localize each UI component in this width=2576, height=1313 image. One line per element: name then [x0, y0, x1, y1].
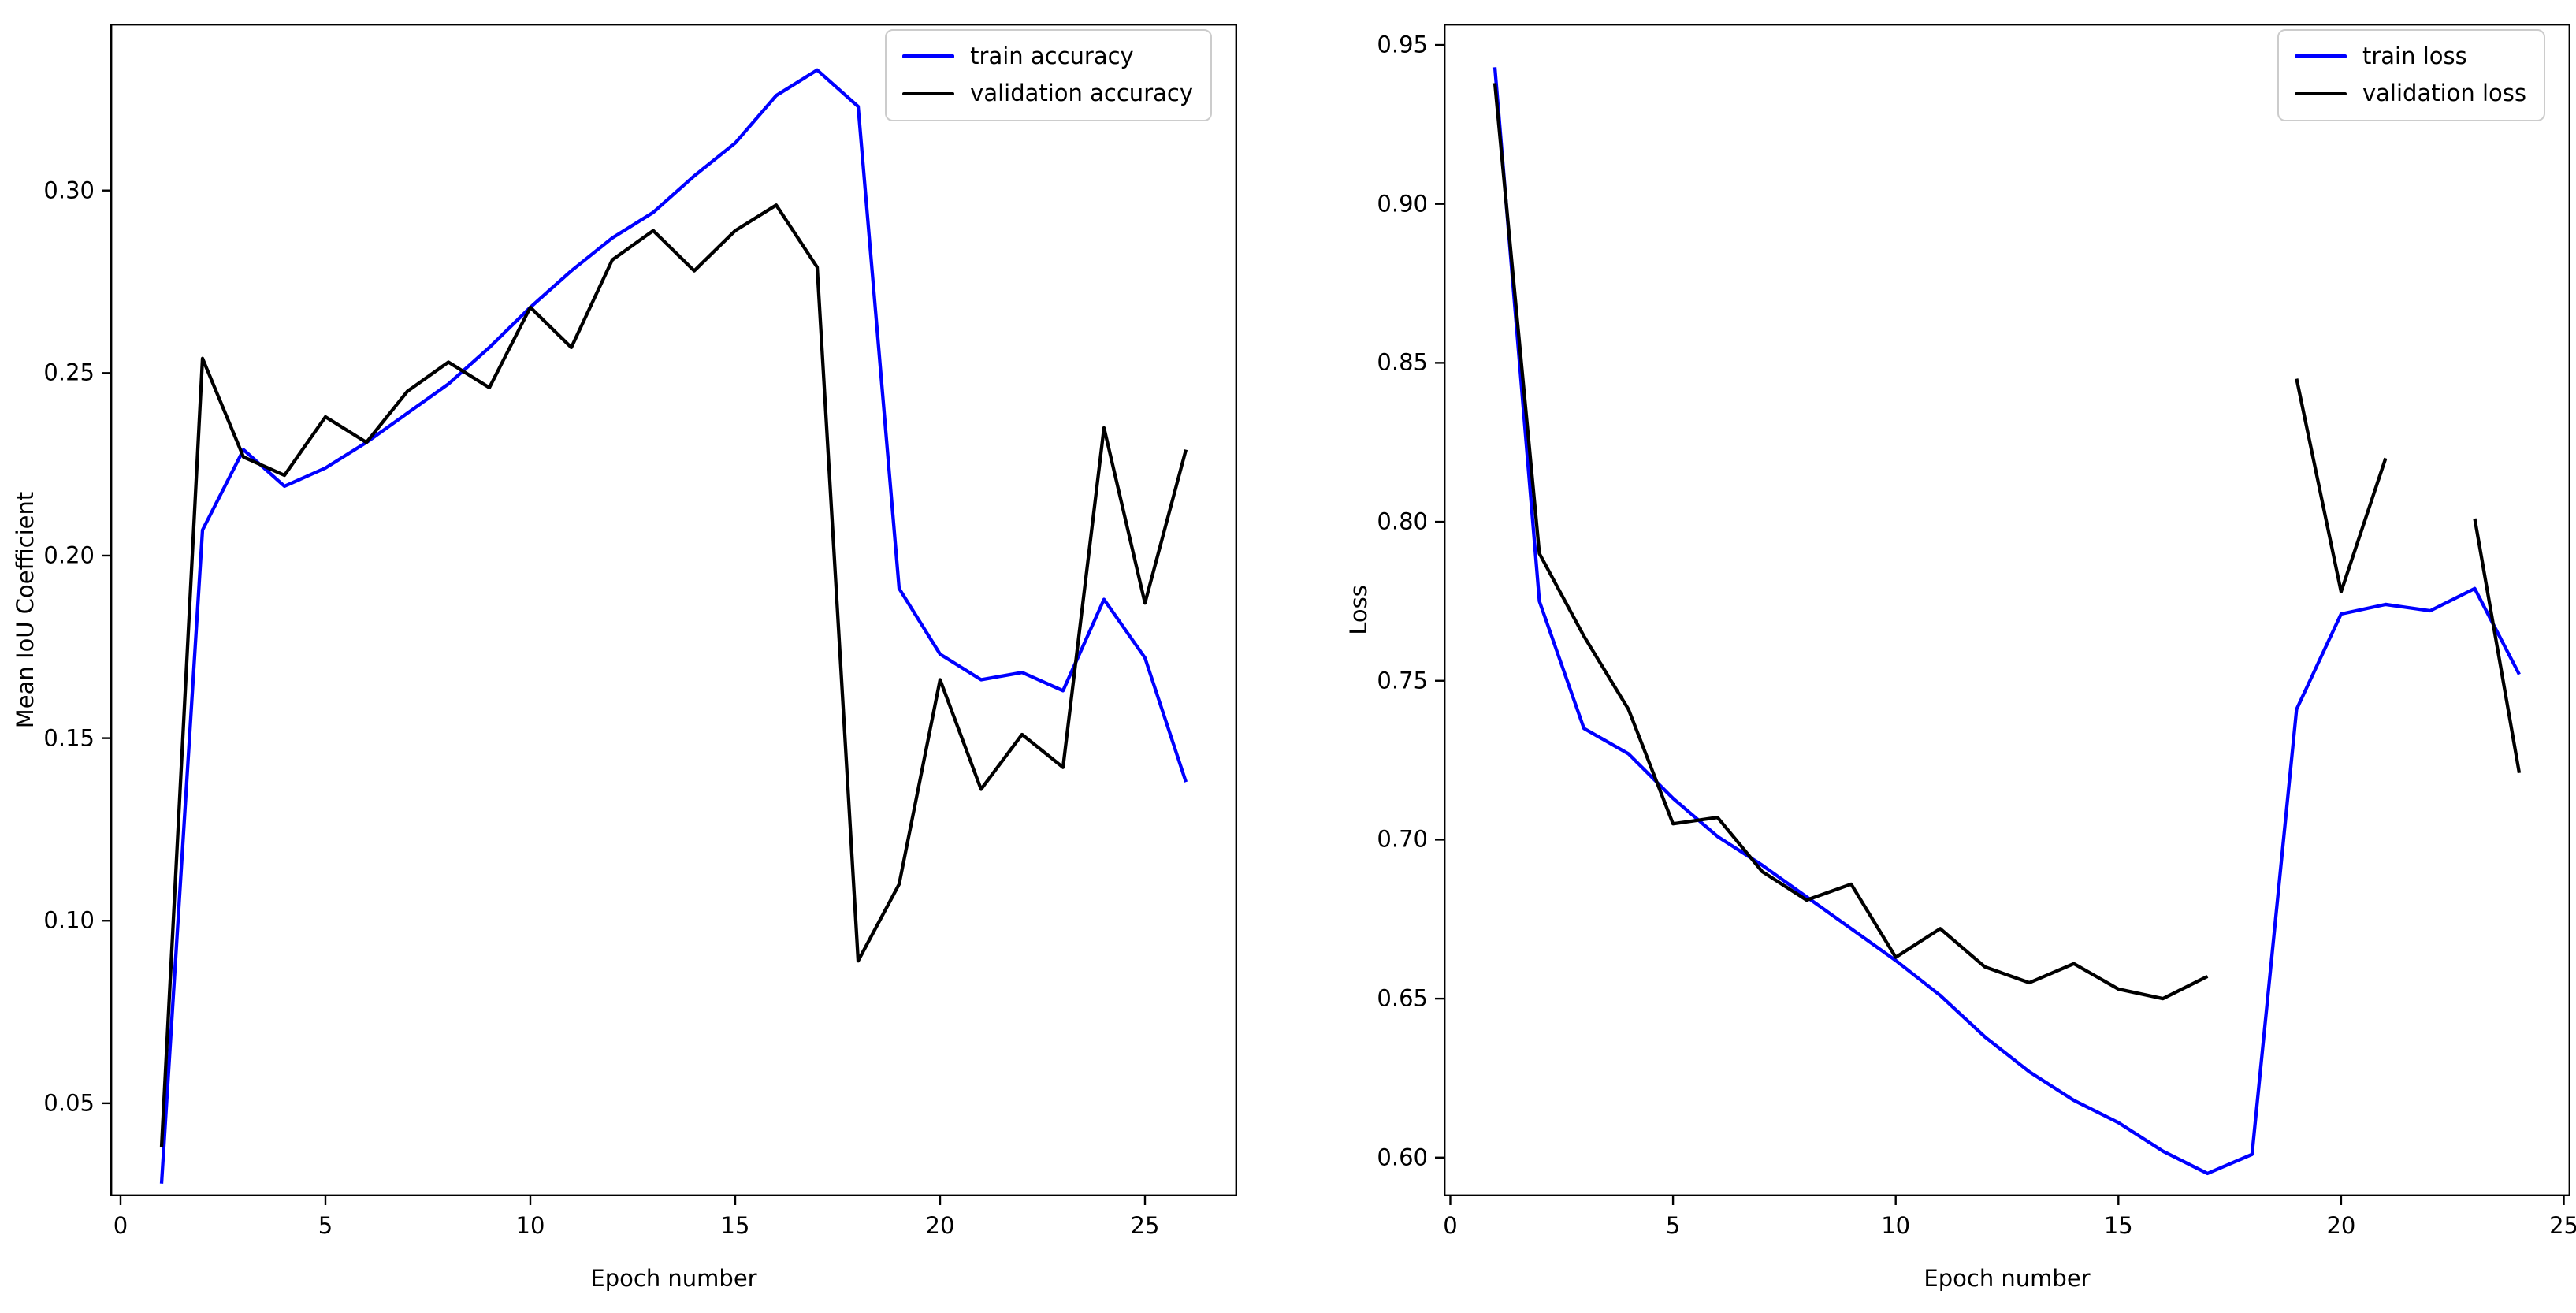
accuracy-xaxis-label: Epoch number [590, 1265, 757, 1292]
legend-line-icon [2294, 54, 2347, 58]
x-tick-label: 10 [1881, 1212, 1911, 1239]
legend-item: validation loss [2294, 80, 2526, 107]
accuracy-plot-area [102, 24, 1237, 1205]
legend-line-icon [902, 54, 955, 58]
y-tick-label: 0.90 [1377, 190, 1428, 218]
y-tick-label: 0.95 [1377, 31, 1428, 58]
validation-accuracy-line [159, 203, 1188, 1147]
y-tick-label: 0.30 [43, 177, 95, 204]
legend-item: validation accuracy [902, 80, 1193, 106]
plot-spines [1444, 24, 2570, 1196]
x-tick-label: 5 [1665, 1212, 1681, 1239]
y-tick-label: 0.25 [43, 359, 95, 386]
accuracy-yaxis-label: Mean IoU Coefficient [12, 491, 39, 729]
y-tick-label: 0.75 [1377, 667, 1428, 694]
legend-label: train loss [2362, 43, 2467, 69]
loss-yaxis-label: Loss [1345, 585, 1372, 635]
x-tick-label: 15 [2103, 1212, 2133, 1239]
y-tick-label: 0.60 [1377, 1144, 1428, 1171]
x-tick-label: 10 [515, 1212, 545, 1239]
legend-line-icon [902, 91, 955, 96]
y-tick-label: 0.15 [43, 724, 95, 752]
legend-label: train accuracy [970, 43, 1134, 69]
accuracy-legend: train accuracy validation accuracy [885, 29, 1212, 121]
legend-label: validation loss [2362, 80, 2526, 107]
y-tick-label: 0.80 [1377, 508, 1428, 535]
x-tick-label: 15 [720, 1212, 750, 1239]
x-tick-label: 20 [2326, 1212, 2356, 1239]
legend-label: validation accuracy [970, 80, 1193, 107]
y-tick-label: 0.05 [43, 1089, 95, 1117]
y-tick-label: 0.65 [1377, 984, 1428, 1012]
x-tick-label: 0 [113, 1212, 128, 1239]
validation-loss-line [1492, 83, 2522, 1001]
y-tick-label: 0.20 [43, 541, 95, 569]
legend-line-icon [2294, 91, 2347, 96]
y-tick-label: 0.70 [1377, 825, 1428, 853]
train-loss-line [1492, 67, 2521, 1176]
loss-plot-area [1435, 24, 2570, 1205]
x-tick-label: 0 [1443, 1212, 1458, 1239]
loss-legend: train loss validation loss [2277, 29, 2545, 121]
train-accuracy-line [159, 68, 1188, 1184]
loss-xaxis-label: Epoch number [1924, 1265, 2091, 1292]
x-tick-label: 25 [2549, 1212, 2576, 1239]
x-tick-label: 25 [1130, 1212, 1160, 1239]
x-tick-label: 20 [925, 1212, 955, 1239]
legend-item: train accuracy [902, 43, 1193, 69]
plot-spines [110, 24, 1237, 1196]
y-tick-label: 0.85 [1377, 348, 1428, 376]
x-tick-label: 5 [318, 1212, 333, 1239]
y-tick-label: 0.10 [43, 906, 95, 934]
legend-item: train loss [2294, 43, 2526, 69]
